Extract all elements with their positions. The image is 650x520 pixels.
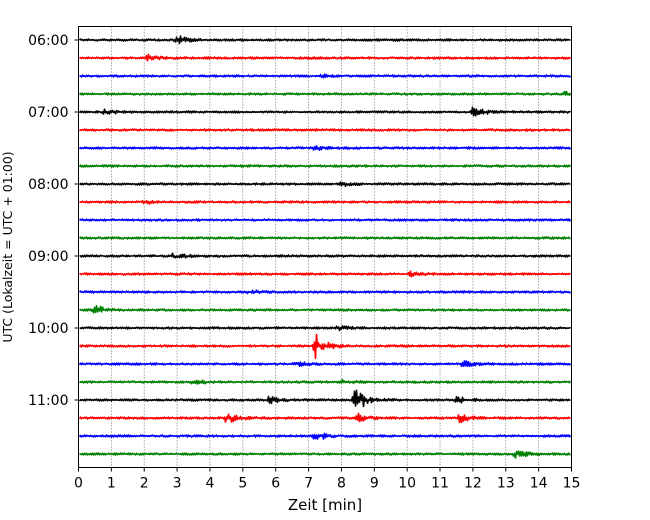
trace-0700 (78, 106, 572, 117)
trace-0830 (78, 218, 572, 222)
x-tick-label: 3 (173, 476, 182, 492)
trace-0930 (78, 289, 572, 295)
trace-1145 (79, 450, 572, 459)
trace-1000 (79, 325, 572, 332)
trace-0600 (78, 35, 571, 45)
trace-1030 (78, 360, 572, 368)
x-tick-label: 7 (304, 476, 313, 492)
x-axis-ticks: 0 1 2 3 4 5 6 7 8 9 10 11 12 13 14 15 (74, 467, 581, 492)
trace-1115 (78, 412, 572, 424)
trace-0630 (79, 73, 572, 79)
trace-0715 (78, 128, 571, 132)
y-tick-label: 06:00 (28, 33, 68, 49)
x-tick-label: 4 (206, 476, 215, 492)
x-tick-label: 1 (107, 476, 116, 492)
x-tick-label: 10 (398, 476, 416, 492)
seismogram-traces (78, 35, 572, 459)
x-tick-label: 8 (337, 476, 346, 492)
x-tick-label: 2 (140, 476, 149, 492)
trace-0745 (78, 164, 572, 168)
trace-0815 (79, 199, 572, 205)
trace-0845 (78, 236, 571, 240)
x-tick-label: 12 (464, 476, 482, 492)
trace-1015 (78, 333, 571, 360)
x-tick-label: 14 (530, 476, 548, 492)
trace-1100 (78, 389, 571, 408)
x-tick-label: 11 (431, 476, 449, 492)
plot-frame (78, 26, 572, 468)
y-tick-label: 10:00 (28, 321, 68, 337)
y-tick-label: 08:00 (28, 177, 68, 193)
y-tick-label: 11:00 (28, 393, 68, 409)
x-axis-label: Zeit [min] (288, 496, 362, 514)
trace-0615 (78, 53, 572, 62)
trace-0800 (78, 181, 571, 188)
trace-0900 (79, 252, 571, 259)
x-tick-label: 15 (563, 476, 581, 492)
trace-0945 (78, 304, 572, 314)
y-tick-label: 07:00 (28, 105, 68, 121)
x-tick-label: 13 (497, 476, 515, 492)
trace-1045 (78, 378, 572, 385)
trace-1130 (78, 432, 572, 440)
trace-0915 (79, 270, 572, 278)
x-tick-label: 5 (238, 476, 247, 492)
x-tick-label: 6 (271, 476, 280, 492)
trace-0730 (78, 144, 572, 151)
x-tick-label: 9 (370, 476, 379, 492)
y-axis-label: UTC (Lokalzeit = UTC + 01:00) (0, 151, 15, 342)
y-axis-ticks: 06:00 07:00 08:00 09:00 10:00 11:00 (28, 33, 79, 409)
y-tick-label: 09:00 (28, 249, 68, 265)
trace-0645 (78, 90, 572, 97)
x-tick-label: 0 (74, 476, 83, 492)
